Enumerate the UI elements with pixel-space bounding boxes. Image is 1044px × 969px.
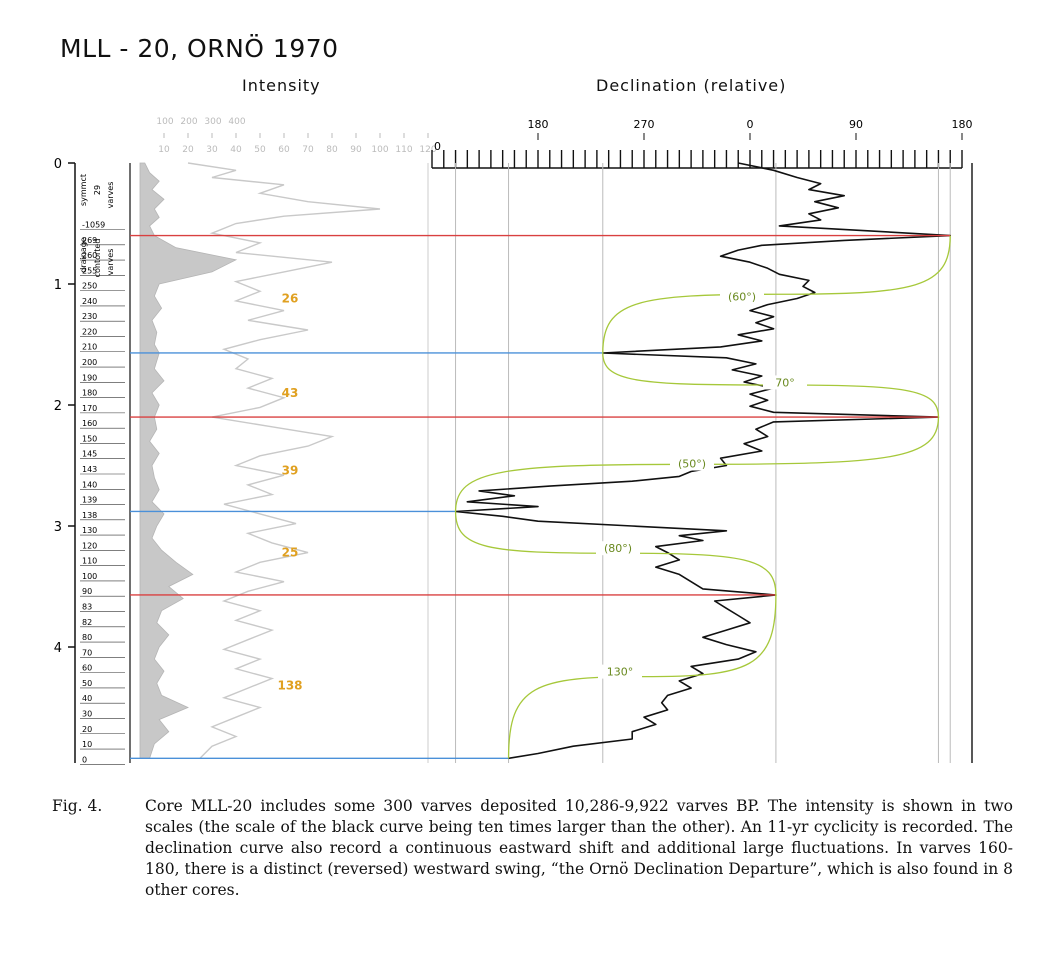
intensity-top-tick-label: 400 xyxy=(228,117,245,127)
swing-count-label: 25 xyxy=(282,546,299,560)
intensity-axis-title: Intensity xyxy=(242,76,321,95)
swing-count-label: 39 xyxy=(282,463,299,477)
varve-label: 260 xyxy=(82,251,97,260)
annotations: 26 43 39 25 138 (60°) 70° (50°) (80°) 130° xyxy=(130,234,951,760)
varve-label: 250 xyxy=(82,282,97,291)
swing-angle-label: 130° xyxy=(607,666,634,679)
varve-label: 80 xyxy=(82,633,92,642)
declination-tick-label: 0 xyxy=(747,118,754,131)
varve-label: 50 xyxy=(82,679,92,688)
intensity-tick-label: 70 xyxy=(302,145,314,155)
varve-label: 160 xyxy=(82,419,97,428)
varve-label: 30 xyxy=(82,709,92,718)
intensity-tick-label: 10 xyxy=(158,145,170,155)
intensity-tick-label: 30 xyxy=(206,145,218,155)
varve-label: 138 xyxy=(82,511,97,520)
declination-curve xyxy=(454,162,952,760)
swing-angle-label: (60°) xyxy=(728,291,756,304)
swing-count-label: 43 xyxy=(282,386,299,400)
depth-side-label: 29 xyxy=(93,185,102,195)
varve-label: 269 xyxy=(82,236,97,245)
varve-label: 140 xyxy=(82,480,97,489)
declination-tick-label: 180 xyxy=(528,118,549,131)
swing-angle-bg xyxy=(670,456,714,471)
varve-label: 220 xyxy=(82,327,97,336)
depth-tick-label: 1 xyxy=(54,278,62,293)
declination-tick-label: 180 xyxy=(952,118,973,131)
varve-label: 120 xyxy=(82,541,97,550)
varve-label: 130 xyxy=(82,526,97,535)
varve-label: 83 xyxy=(82,603,92,612)
swing-angle-bg xyxy=(720,289,764,304)
declination-axis-title: Declination (relative) xyxy=(596,76,787,95)
swing-angle-label: (50°) xyxy=(678,458,706,471)
varve-label: 145 xyxy=(82,450,97,459)
declination-tick-label: 90 xyxy=(849,118,863,131)
depth-tick-label: 2 xyxy=(54,399,62,414)
varve-label: 139 xyxy=(82,496,97,505)
swing-arc xyxy=(602,235,951,353)
depth-side-label: symmct xyxy=(79,174,88,206)
intensity-gray-line xyxy=(187,162,381,759)
varve-label: 150 xyxy=(82,434,97,443)
swing-count-label: 26 xyxy=(282,292,299,306)
depth-tick-label: 3 xyxy=(54,520,62,535)
varve-label: 170 xyxy=(82,404,97,413)
depth-tick-label: 4 xyxy=(54,641,62,656)
chart-title: MLL - 20, ORNÖ 1970 xyxy=(60,34,339,63)
depth-side-label: varves xyxy=(106,182,115,209)
intensity-panel: 100 200 300 400 10 20 30 40 50 60 70 80 90 100 110 120 xyxy=(139,117,437,763)
depth-axis: 0 1 2 3 4 symmct 29 varves drainage contorted varv… xyxy=(54,157,131,765)
varve-label: 40 xyxy=(82,694,92,703)
varve-label: 210 xyxy=(82,343,97,352)
varve-label: 10 xyxy=(82,740,92,749)
declination-panel: 180 270 0 90 180 0 xyxy=(431,118,973,763)
intensity-tick-label: 100 xyxy=(371,145,388,155)
intensity-tick-label: 40 xyxy=(230,145,242,155)
depth-side-label: drainage xyxy=(79,237,88,273)
intensity-top-tick-label: 200 xyxy=(180,117,197,127)
intensity-top-tick-label: 100 xyxy=(156,117,173,127)
depth-side-label: varves xyxy=(106,249,115,276)
intensity-tick-label: 120 xyxy=(419,145,436,155)
intensity-black-area xyxy=(139,162,238,759)
declination-tick-label: 270 xyxy=(634,118,655,131)
varve-label: 90 xyxy=(82,587,92,596)
swing-arc xyxy=(507,594,777,759)
intensity-tick-label: 20 xyxy=(182,145,194,155)
declination-zero-label: 0 xyxy=(434,140,441,153)
varve-label: 0 xyxy=(82,755,87,764)
varve-label: 200 xyxy=(82,358,97,367)
varve-label: 143 xyxy=(82,465,97,474)
varve-label: 100 xyxy=(82,572,97,581)
intensity-tick-label: 90 xyxy=(350,145,362,155)
swing-angle-bg xyxy=(763,375,807,390)
intensity-tick-label: 50 xyxy=(254,145,266,155)
varve-label: 240 xyxy=(82,297,97,306)
intensity-top-tick-label: 300 xyxy=(204,117,221,127)
intensity-tick-label: 110 xyxy=(395,145,412,155)
intensity-tick-label: 80 xyxy=(326,145,338,155)
intensity-tick-label: 60 xyxy=(278,145,290,155)
varve-label: -1059 xyxy=(82,221,105,230)
swing-angle-label: 70° xyxy=(775,376,795,389)
varve-label: 180 xyxy=(82,389,97,398)
caption-text: Core MLL-20 includes some 300 varves dep… xyxy=(145,797,1013,899)
swing-angle-bg xyxy=(598,664,642,679)
swing-count-label: 138 xyxy=(277,679,302,693)
varve-label: 255 xyxy=(82,266,97,275)
caption-label: Fig. 4. xyxy=(52,797,103,815)
varve-label: 82 xyxy=(82,618,92,627)
swing-angle-bg xyxy=(596,541,640,556)
varve-label: 20 xyxy=(82,725,92,734)
depth-tick-label: 0 xyxy=(54,157,62,172)
swing-angle-label: (80°) xyxy=(604,542,632,555)
varve-label: 190 xyxy=(82,373,97,382)
varve-label: 110 xyxy=(82,557,97,566)
varve-label: 230 xyxy=(82,312,97,321)
depth-side-label: contorted xyxy=(93,239,102,278)
varve-label: 60 xyxy=(82,664,92,673)
varve-label: 70 xyxy=(82,648,92,657)
